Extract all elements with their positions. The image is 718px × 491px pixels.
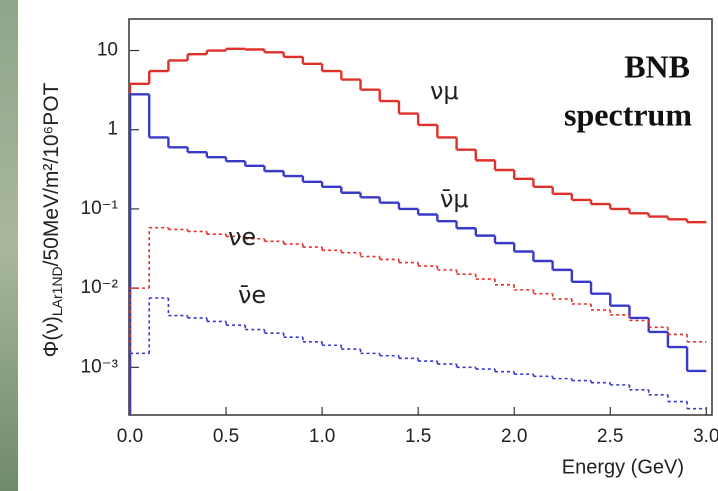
y-tick-label: 10⁻¹ xyxy=(81,198,119,219)
x-tick-label: 1.0 xyxy=(309,426,335,447)
x-tick-label: 0.0 xyxy=(117,426,143,447)
y-label-subscript: LAr1ND xyxy=(49,266,65,316)
x-tick-label: 2.5 xyxy=(597,426,623,447)
y-label-part: /50MeV/m²/10⁶POT xyxy=(40,82,63,266)
series-label: νe xyxy=(228,223,256,251)
plot-area xyxy=(129,47,707,415)
x-tick-label: 3.0 xyxy=(693,426,718,447)
background-strip xyxy=(0,0,18,491)
series-label: ν̄e xyxy=(238,281,266,309)
x-tick-label: 0.5 xyxy=(213,426,239,447)
annotation: BNB xyxy=(624,48,690,84)
annotation: spectrum xyxy=(564,96,692,132)
y-tick-label: 10⁻³ xyxy=(81,356,119,377)
x-tick-label: 1.5 xyxy=(405,426,431,447)
x-axis-label: Energy (GeV) xyxy=(562,456,684,478)
y-tick-label: 1 xyxy=(107,119,118,140)
y-tick-label: 10 xyxy=(97,40,118,61)
y-tick-label: 10⁻² xyxy=(81,277,119,298)
y-label-part: Φ(ν) xyxy=(40,316,63,357)
x-tick-label: 2.0 xyxy=(501,426,527,447)
series-label: νμ xyxy=(430,77,459,105)
y-axis-label: Φ(ν)LAr1ND/50MeV/m²/10⁶POT xyxy=(40,82,65,357)
series-label: ν̄μ xyxy=(440,185,469,213)
